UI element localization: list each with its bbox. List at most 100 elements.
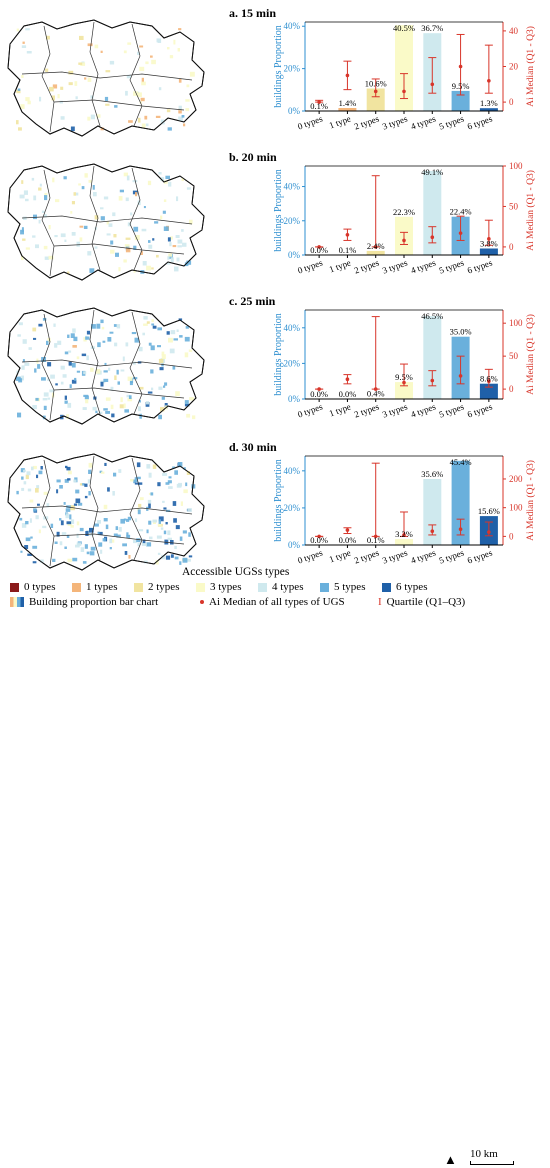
bar-value-label: 36.7% xyxy=(421,23,443,33)
map-patch xyxy=(125,551,128,555)
map-patch xyxy=(158,553,161,555)
map-patch xyxy=(78,63,82,65)
map-patch xyxy=(32,178,34,181)
map-patch xyxy=(112,212,115,216)
map-patch xyxy=(105,104,109,106)
district-map-icon xyxy=(8,454,204,570)
map-patch xyxy=(89,463,93,468)
map-patch xyxy=(76,499,81,504)
map-patch xyxy=(122,543,127,546)
map-patch xyxy=(144,116,147,120)
map-patch xyxy=(114,343,117,347)
bar-value-label: 3.2% xyxy=(395,529,413,539)
map-patch xyxy=(142,333,145,336)
map-patch xyxy=(77,534,79,538)
map-patch xyxy=(128,555,130,559)
map-patch xyxy=(64,176,67,179)
map-patch xyxy=(27,471,31,475)
x-tick-label: 2 types xyxy=(353,547,381,565)
map-patch xyxy=(130,381,133,385)
map-patch xyxy=(141,82,146,86)
chart-title: a. 15 min xyxy=(229,6,276,20)
map-patch xyxy=(110,241,113,245)
map-patch xyxy=(158,524,162,526)
map-patch xyxy=(22,239,25,241)
bar xyxy=(367,251,385,255)
median-point xyxy=(459,231,463,235)
map-patch xyxy=(103,341,106,343)
map-patch xyxy=(49,87,54,92)
map-patch xyxy=(87,117,90,121)
map-patch xyxy=(186,414,190,418)
map-patch xyxy=(190,72,195,77)
x-tick-label: 3 types xyxy=(381,547,409,565)
y-axis-label: buildings Proportion xyxy=(273,25,284,108)
map-patch xyxy=(89,180,92,183)
map-patch xyxy=(21,477,24,480)
legend-bar-label: Building proportion bar chart xyxy=(29,596,158,608)
map-patch xyxy=(26,475,29,480)
map-patch xyxy=(183,530,187,533)
map-patch xyxy=(104,518,108,521)
map-patch xyxy=(120,404,124,408)
x-tick-label: 3 types xyxy=(381,113,409,131)
map-patch xyxy=(87,251,91,255)
map-patch xyxy=(115,253,119,257)
map-patch xyxy=(114,324,117,327)
map-patch xyxy=(178,240,183,244)
map-patch xyxy=(182,243,187,247)
map-patch xyxy=(125,244,130,247)
y2-tick-label: 200 xyxy=(509,474,523,484)
y-axis-label: buildings Proportion xyxy=(273,169,284,252)
map-patch xyxy=(105,411,110,414)
bar-value-label: 46.5% xyxy=(421,311,443,321)
map-patch xyxy=(149,537,153,540)
map-patch xyxy=(75,545,80,548)
map-patch xyxy=(77,356,80,359)
map-patch xyxy=(72,201,75,204)
map-patch xyxy=(146,266,151,271)
map-patch xyxy=(55,199,59,202)
map-patch xyxy=(168,486,173,489)
map-patch xyxy=(173,40,175,45)
bar-value-label: 0.0% xyxy=(339,535,357,545)
legend-type-label: 4 types xyxy=(272,581,303,593)
map-patch xyxy=(27,51,32,54)
y-axis-label: buildings Proportion xyxy=(273,459,284,542)
bar-value-label: 0.1% xyxy=(367,535,385,545)
map-patch xyxy=(167,530,170,535)
map-patch xyxy=(157,345,161,347)
map-patch xyxy=(61,233,66,237)
chart-title: b. 20 min xyxy=(229,150,277,164)
map-patch xyxy=(26,538,31,542)
map-patch xyxy=(168,338,173,343)
map-patch xyxy=(64,502,66,505)
legend-swatch xyxy=(258,583,267,592)
map-patch xyxy=(45,257,49,260)
map-patch xyxy=(95,45,99,49)
map-patch xyxy=(85,544,88,549)
north-arrow-icon: ▲ xyxy=(444,1152,457,1167)
map-patch xyxy=(141,98,145,101)
x-tick-label: 1 type xyxy=(328,547,352,564)
map-patch xyxy=(126,532,128,536)
bar xyxy=(395,539,413,545)
y2-tick-label: 20 xyxy=(509,62,519,72)
median-point xyxy=(346,74,350,78)
map-patch xyxy=(20,195,25,199)
map-patch xyxy=(108,368,110,371)
map-patch xyxy=(75,490,79,494)
map-patch xyxy=(144,206,146,208)
map-patch xyxy=(162,397,165,400)
legend-type-label: 6 types xyxy=(396,581,427,593)
map-patch xyxy=(35,244,39,248)
map-patch xyxy=(97,520,101,524)
y2-tick-label: 0 xyxy=(509,97,514,107)
map-patch xyxy=(151,60,156,64)
map-patch xyxy=(151,345,155,350)
map-patch xyxy=(67,335,69,338)
map-patch xyxy=(146,401,149,404)
map-patch xyxy=(33,561,37,563)
map-patch xyxy=(126,519,129,522)
map-patch xyxy=(157,327,162,330)
